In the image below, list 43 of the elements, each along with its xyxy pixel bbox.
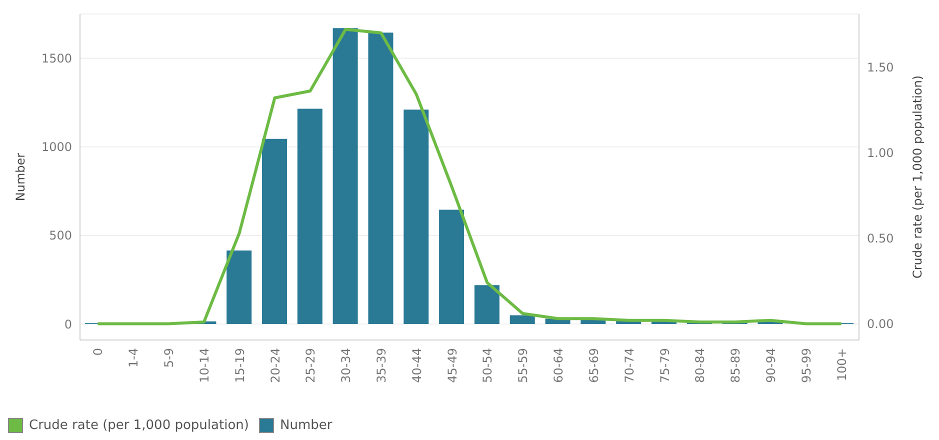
y2-tick-label: 1.00 (867, 146, 894, 160)
y-tick-label: 1000 (41, 140, 72, 154)
x-tick-label: 100+ (834, 348, 849, 381)
x-tick-label: 1-4 (126, 348, 141, 368)
y2-tick-label: 1.50 (867, 60, 894, 74)
bar (262, 138, 288, 324)
bar (439, 210, 464, 324)
x-tick-label: 75-79 (658, 348, 672, 383)
x-tick-label: 40-44 (410, 348, 424, 383)
y2-tick-label: 0.50 (867, 231, 894, 246)
x-tick-label: 10-14 (197, 348, 212, 383)
legend-label: Crude rate (per 1,000 population) (28, 418, 249, 433)
bar (332, 28, 358, 324)
bar (474, 285, 500, 324)
x-tick-label: 0 (91, 348, 106, 356)
bar (368, 32, 394, 324)
y-tick-label: 1500 (41, 52, 72, 66)
y2-tick-label: 0.00 (867, 317, 894, 332)
x-tick-label: 45-49 (445, 348, 460, 383)
legend-label: Number (278, 418, 332, 433)
y-tick-label: 0 (64, 317, 72, 332)
x-tick-label: 35-39 (374, 348, 388, 383)
y2-axis-title: Crude rate (per 1,000 population) (910, 75, 924, 279)
x-tick-label: 85-89 (728, 348, 743, 383)
bar (510, 315, 535, 324)
x-tick-label: 95-99 (799, 348, 814, 383)
x-tick-label: 30-34 (339, 348, 354, 383)
x-tick-label: 60-64 (552, 348, 566, 383)
x-tick-label: 80-84 (693, 348, 708, 383)
x-tick-label: 90-94 (764, 348, 778, 383)
x-tick-label: 55-59 (516, 348, 530, 383)
y-tick-label: 500 (49, 228, 72, 243)
bar (226, 250, 252, 324)
x-tick-label: 65-69 (586, 348, 601, 383)
x-tick-label: 25-29 (304, 348, 318, 383)
x-tick-label: 20-24 (268, 348, 282, 383)
bar (404, 110, 429, 324)
x-tick-label: 5-9 (162, 348, 176, 368)
bar (297, 108, 322, 324)
x-tick-label: 50-54 (480, 348, 495, 383)
x-tick-label: 15-19 (232, 348, 247, 383)
y-axis-title: Number (13, 152, 28, 202)
x-tick-label: 70-74 (622, 348, 636, 383)
